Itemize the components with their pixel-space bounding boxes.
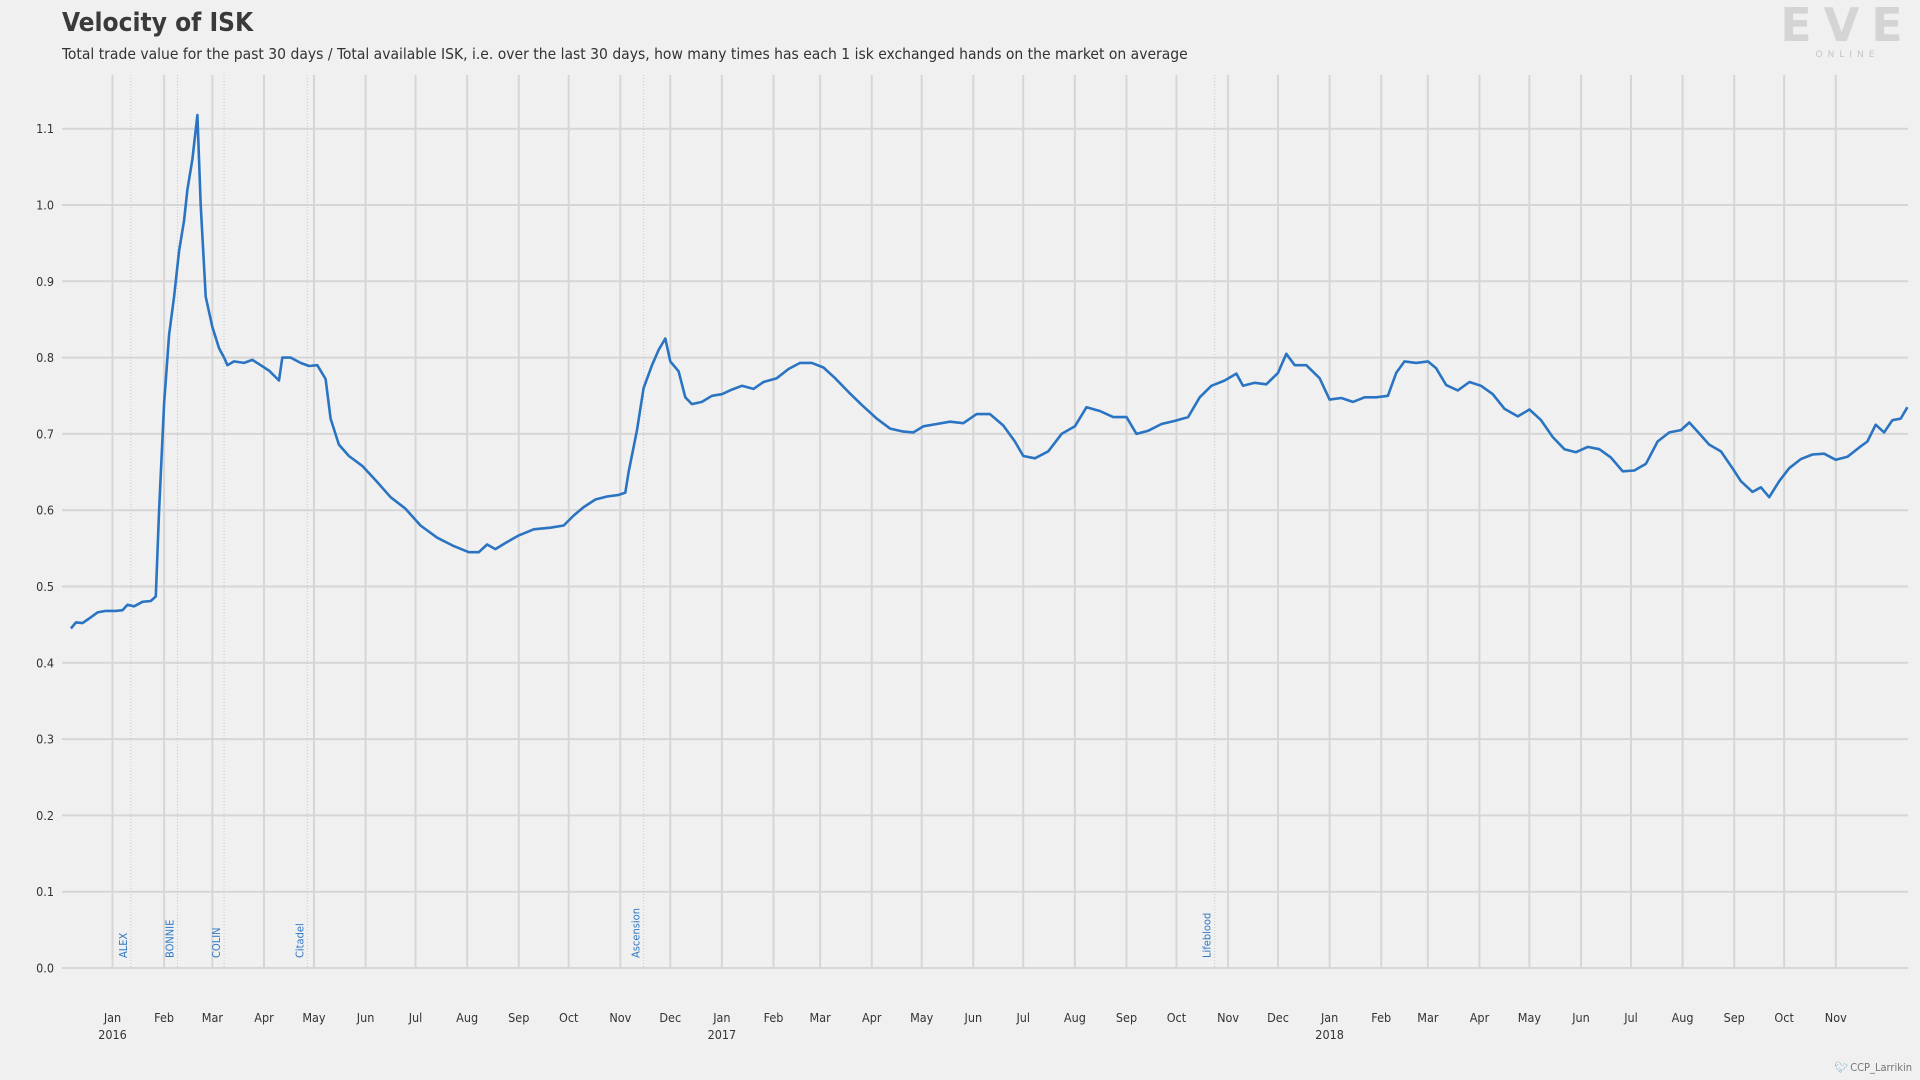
event-label-group: Citadel (293, 923, 306, 958)
chart-title: Velocity of ISK (62, 8, 254, 38)
event-label-group: Ascension (630, 908, 643, 958)
x-tick-label: Aug (1672, 1010, 1694, 1025)
x-tick-label: Oct (559, 1010, 579, 1025)
x-tick-label: Sep (1724, 1010, 1745, 1025)
event-label-group: COLIN (210, 927, 223, 958)
x-tick-label: Nov (1217, 1010, 1239, 1025)
y-tick-label: 0.8 (36, 350, 54, 365)
series-group (69, 113, 1909, 630)
x-axis-ticks: Jan 2016 Feb Mar Apr May Jun Jul Aug Sep Oct Nov Dec… (98, 1010, 1847, 1042)
x-tick-label: Mar (1417, 1010, 1439, 1025)
x-tick-label: May (1518, 1010, 1542, 1025)
logo-tagline: ONLINE (1815, 50, 1880, 60)
y-tick-label: 0.3 (36, 732, 54, 747)
x-tick-label: May (302, 1010, 326, 1025)
author-credit: 🐦︎ CCP_Larrikin (1834, 1061, 1912, 1074)
x-tick-label: Jun (1571, 1010, 1590, 1025)
x-tick-label: Jul (408, 1010, 423, 1025)
x-tick-label: Nov (609, 1010, 631, 1025)
event-label: Ascension (630, 908, 643, 958)
x-tick-label: Jan (712, 1010, 730, 1025)
x-tick-label: Jan (103, 1010, 121, 1025)
y-tick-label: 1.1 (36, 121, 54, 136)
x-tick-label: Apr (1470, 1010, 1490, 1025)
x-year-label: 2018 (1315, 1027, 1344, 1042)
y-tick-label: 0.9 (36, 274, 54, 289)
eve-online-logo: EVE ONLINE (1780, 2, 1915, 62)
x-tick-label: Aug (456, 1010, 478, 1025)
event-label-group: Lifeblood (1201, 913, 1214, 958)
x-tick-label: Oct (1774, 1010, 1794, 1025)
y-tick-label: 0.0 (36, 961, 54, 976)
event-markers: ALEX BONNIE COLIN Citadel Ascension Lifeblood (117, 75, 1216, 968)
event-label: ALEX (117, 932, 130, 958)
author-handle: CCP_Larrikin (1850, 1061, 1912, 1074)
y-tick-label: 0.1 (36, 884, 54, 899)
x-tick-label: Jul (1015, 1010, 1030, 1025)
vertical-gridlines (111, 75, 1837, 968)
x-tick-label: Mar (810, 1010, 832, 1025)
y-tick-label: 0.4 (36, 655, 54, 670)
x-tick-label: Jun (356, 1010, 375, 1025)
x-year-label: 2016 (98, 1027, 127, 1042)
x-tick-label: Nov (1825, 1010, 1847, 1025)
x-tick-label: May (910, 1010, 934, 1025)
x-tick-label: Feb (154, 1010, 174, 1025)
x-tick-label: Sep (1116, 1010, 1137, 1025)
event-label: Lifeblood (1201, 913, 1214, 958)
event-label: BONNIE (163, 920, 176, 958)
x-tick-label: Dec (1267, 1010, 1289, 1025)
y-tick-label: 0.6 (36, 503, 54, 518)
twitter-bird-icon: 🐦︎ (1834, 1061, 1849, 1074)
horizontal-gridlines (62, 127, 1908, 969)
y-tick-label: 0.2 (36, 808, 54, 823)
chart-subtitle: Total trade value for the past 30 days /… (62, 45, 1188, 63)
series-line (69, 113, 1909, 630)
x-tick-label: Feb (1371, 1010, 1391, 1025)
x-tick-label: Apr (254, 1010, 274, 1025)
y-tick-label: 1.0 (36, 198, 54, 213)
x-tick-label: Apr (862, 1010, 882, 1025)
y-axis-ticks: 0.0 0.1 0.2 0.3 0.4 0.5 0.6 0.7 0.8 0.9 1.0 1.1 (36, 121, 54, 975)
event-label: Citadel (293, 923, 306, 958)
x-tick-label: Feb (764, 1010, 784, 1025)
logo-word: EVE (1780, 0, 1915, 52)
x-tick-label: Jul (1623, 1010, 1638, 1025)
event-label: COLIN (210, 927, 223, 958)
x-tick-label: Oct (1167, 1010, 1187, 1025)
y-tick-label: 0.5 (36, 579, 54, 594)
x-tick-label: Sep (508, 1010, 529, 1025)
event-label-group: ALEX (117, 932, 130, 958)
y-tick-label: 0.7 (36, 426, 54, 441)
x-tick-label: Dec (659, 1010, 681, 1025)
x-year-label: 2017 (708, 1027, 737, 1042)
x-tick-label: Jan (1320, 1010, 1338, 1025)
x-tick-label: Mar (202, 1010, 224, 1025)
x-tick-label: Aug (1064, 1010, 1086, 1025)
event-label-group: BONNIE (163, 920, 176, 958)
x-tick-label: Jun (964, 1010, 983, 1025)
